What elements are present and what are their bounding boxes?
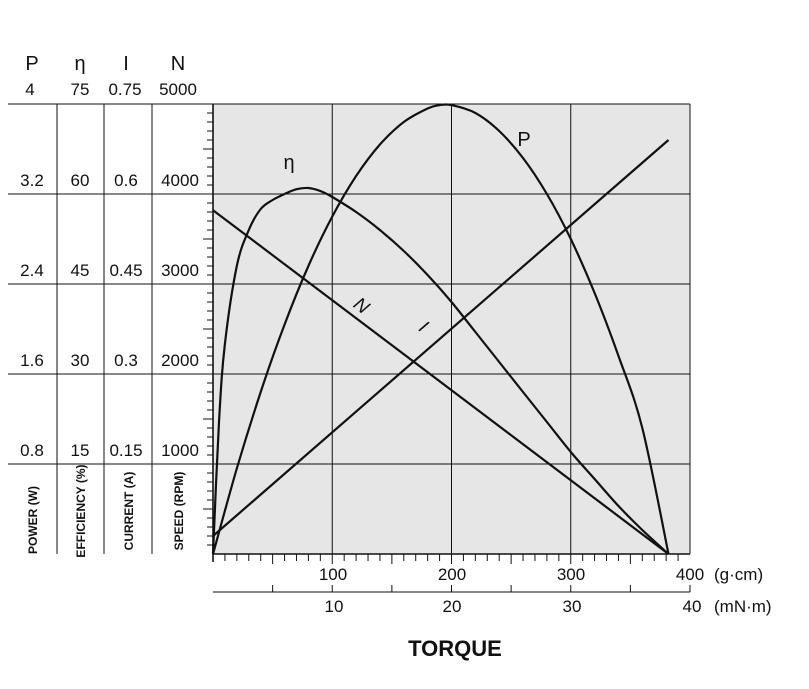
y-symbol-current: I [123,53,129,75]
y-tick-efficiency: 60 [71,171,90,190]
y-tick-speed: 3000 [161,261,199,280]
y-tick-power: 2.4 [20,261,44,280]
x-tick-gcm: 100 [319,565,347,584]
y-tick-current: 0.45 [109,261,142,280]
y-tick-power: 0.8 [20,441,44,460]
y-max-speed: 5000 [159,80,197,99]
y-tick-current: 0.6 [114,171,138,190]
y-symbol-speed: N [171,53,185,75]
y-axis-label-speed: SPEED (RPM) [172,472,186,551]
series-line-n [212,209,670,555]
y-tick-efficiency: 30 [71,351,90,370]
x-tick-mnm: 30 [563,597,582,616]
y-axis-label-power: POWER (W) [26,486,40,554]
x-tick-mnm: 20 [443,597,462,616]
x-unit-mnm: (mN·m) [714,597,772,616]
x-unit-gcm: (g·cm) [714,565,763,584]
series-line-i [212,139,670,537]
y-tick-efficiency: 15 [71,441,90,460]
series-label-p: P [517,129,530,151]
y-tick-speed: 2000 [161,351,199,370]
y-symbol-power: P [25,53,38,75]
y-symbol-efficiency: η [74,53,85,75]
x-axis-title: TORQUE [408,636,502,661]
series-label-eta: η [283,152,294,174]
series [211,103,670,555]
y-tick-speed: 1000 [161,441,199,460]
y-axis-label-current: CURRENT (A) [122,472,136,551]
y-tick-efficiency: 45 [71,261,90,280]
y-tick-speed: 4000 [161,171,199,190]
y-max-power: 4 [25,80,34,99]
x-tick-gcm: 400 [676,565,704,584]
y-max-current: 0.75 [108,80,141,99]
x-tick-gcm: 300 [557,565,585,584]
x-tick-mnm: 40 [683,597,702,616]
y-tick-current: 0.15 [109,441,142,460]
y-tick-current: 0.3 [114,351,138,370]
series-line-p [211,103,670,555]
y-tick-power: 3.2 [20,171,44,190]
y-axis-label-efficiency: EFFICIENCY (%) [74,464,88,557]
tick-marks [203,112,691,592]
y-tick-power: 1.6 [20,351,44,370]
y-max-efficiency: 75 [71,80,90,99]
series-line-efficiency [211,186,670,555]
x-tick-mnm: 10 [325,597,344,616]
x-tick-gcm: 200 [438,565,466,584]
